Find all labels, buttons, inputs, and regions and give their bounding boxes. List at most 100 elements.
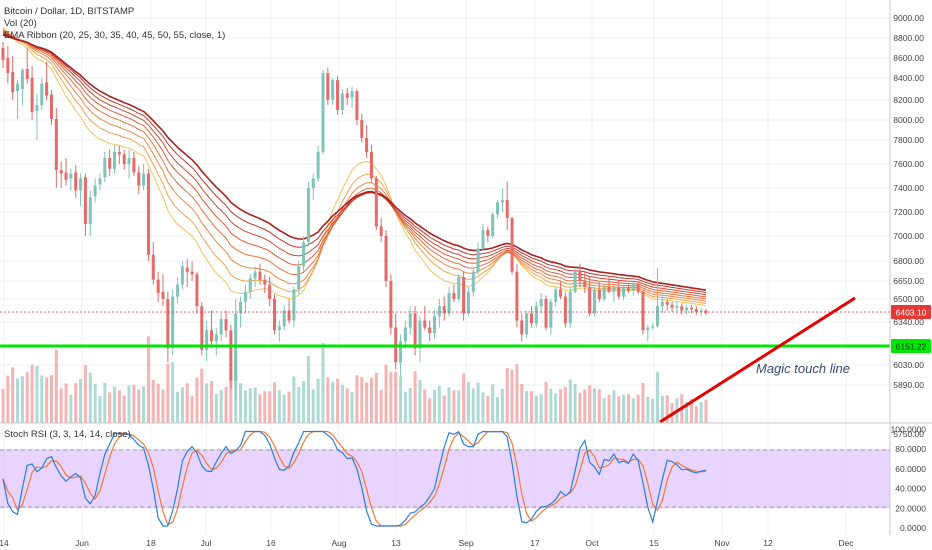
candle-body — [49, 94, 53, 119]
candle-body — [578, 271, 582, 281]
candle-body — [636, 284, 640, 292]
candle-body — [389, 281, 393, 328]
candle-body — [549, 301, 553, 328]
candle-body — [607, 287, 611, 292]
candle-body — [365, 138, 369, 152]
volume-bar — [302, 381, 306, 423]
volume-bar — [59, 388, 63, 423]
volume-bar — [45, 377, 49, 423]
volume-bar — [408, 388, 412, 423]
candle-body — [132, 158, 136, 173]
candle-body — [20, 70, 24, 89]
volume-bar — [365, 382, 369, 423]
volume-bar — [525, 391, 529, 423]
candle-body — [287, 310, 291, 321]
volume-bar — [413, 371, 417, 423]
candle-body — [243, 291, 247, 302]
time-tick-label: Sep — [458, 538, 473, 548]
volume-bar — [496, 397, 500, 423]
time-tick-label: 18 — [146, 538, 156, 548]
volume-bar — [331, 381, 335, 423]
candle-body — [384, 236, 388, 281]
price-tick-label: 5890.00 — [893, 380, 924, 390]
candle-body — [573, 271, 577, 292]
candle-body — [539, 299, 543, 307]
volume-bar — [350, 392, 354, 423]
price-tick-label: 6650.00 — [893, 276, 924, 286]
volume-bar — [180, 387, 184, 423]
candle-body — [248, 278, 252, 292]
candle-body — [214, 334, 218, 342]
volume-bar — [510, 369, 514, 423]
candle-body — [1, 48, 5, 60]
volume-bar — [699, 401, 703, 423]
ema-ribbon-line — [2, 30, 707, 300]
candle-body — [200, 306, 204, 350]
magic-line-label: Magic touch line — [756, 361, 850, 376]
volume-bar — [6, 375, 10, 423]
volume-bar — [311, 389, 315, 423]
price-tick-label: 7400.00 — [893, 183, 924, 193]
candle-body — [316, 152, 320, 179]
volume-bar — [161, 389, 165, 423]
volume-bar — [336, 378, 340, 423]
volume-bar — [156, 383, 160, 423]
price-tick-label: 6030.00 — [893, 360, 924, 370]
candle-body — [471, 271, 475, 292]
candle-body — [93, 185, 97, 197]
candle-body — [273, 299, 277, 331]
time-tick-label: 13 — [391, 538, 401, 548]
candle-body — [515, 271, 519, 321]
candle-body — [500, 200, 504, 203]
volume-bar — [83, 364, 87, 423]
volume-bar — [486, 395, 490, 423]
volume-bar — [685, 402, 689, 423]
volume-bar — [559, 389, 563, 423]
ema-ribbon-line — [2, 32, 707, 296]
volume-bar — [554, 393, 558, 423]
volume-bar — [423, 389, 427, 423]
stoch-band — [0, 449, 890, 509]
volume-bar — [520, 384, 524, 423]
candle-body — [583, 281, 587, 287]
candle-body — [306, 188, 310, 243]
candle-body — [127, 158, 131, 164]
candle-body — [263, 279, 267, 285]
volume-bar — [79, 379, 83, 423]
volume-bar — [607, 394, 611, 423]
candle-body — [321, 73, 325, 152]
volume-bar — [108, 392, 112, 423]
volume-bar — [122, 395, 126, 423]
candle-body — [554, 289, 558, 302]
volume-bar — [466, 382, 470, 423]
volume-bar — [69, 394, 73, 423]
stoch-tick-label: 60.0000 — [895, 464, 926, 474]
candle-body — [452, 293, 456, 299]
volume-bar — [529, 391, 533, 423]
volume-bar — [127, 385, 131, 423]
candle-body — [355, 91, 359, 120]
volume-bar — [103, 382, 107, 423]
volume-bar — [384, 364, 388, 423]
support-price-tag: 6151.22 — [891, 339, 931, 353]
volume-bar — [602, 398, 606, 423]
candle-body — [229, 330, 233, 381]
candle-body — [379, 226, 383, 236]
candle-body — [670, 304, 674, 308]
candle-body — [16, 83, 20, 92]
candle-body — [481, 230, 485, 249]
candle-body — [617, 287, 621, 297]
candle-body — [331, 80, 335, 100]
volume-bar — [622, 394, 626, 423]
volume-bar — [534, 395, 538, 423]
volume-bar — [573, 384, 577, 423]
candle-body — [592, 289, 596, 314]
candle-body — [675, 306, 679, 308]
candle-body — [326, 73, 330, 100]
volume-bar — [471, 388, 475, 423]
volume-bar — [248, 388, 252, 423]
volume-bar — [209, 381, 213, 423]
candle-body — [6, 58, 10, 73]
candle-body — [156, 279, 160, 293]
